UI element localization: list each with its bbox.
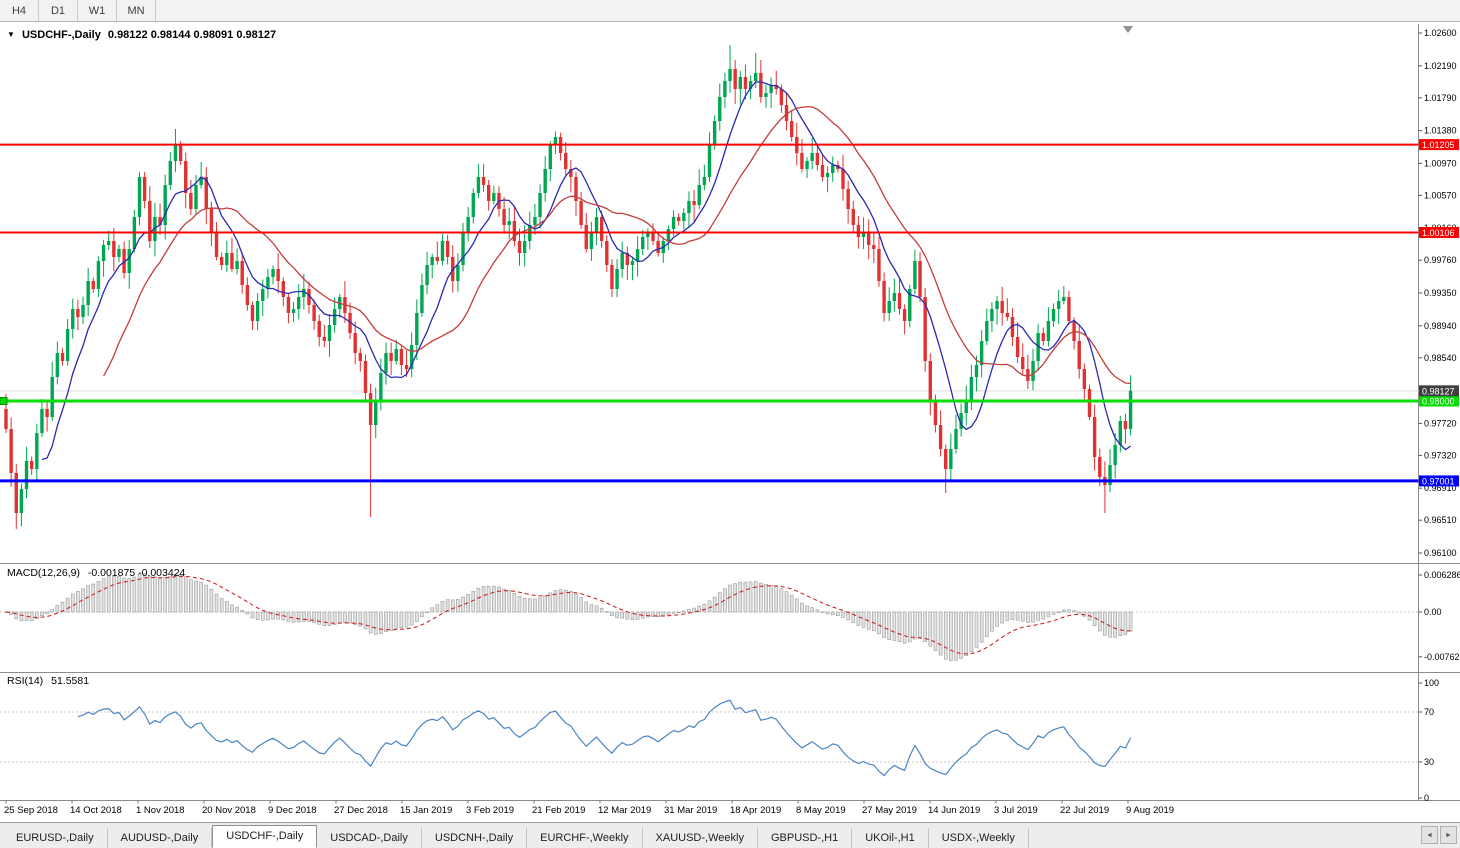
timeframe-h4-button[interactable]: H4 (0, 0, 39, 21)
tab-eurchf-weekly[interactable]: EURCHF-,Weekly (527, 828, 643, 848)
svg-text:1.00570: 1.00570 (1424, 190, 1457, 200)
svg-text:0.99760: 0.99760 (1424, 255, 1457, 265)
svg-text:0.98000: 0.98000 (1422, 397, 1455, 407)
svg-text:-0.00762: -0.00762 (1424, 652, 1460, 662)
chart-canvas[interactable]: 1.02600 1.02190 1.01790 1.01380 1.00970 1.005… (0, 22, 1460, 822)
svg-text:70: 70 (1424, 707, 1434, 717)
svg-text:1.01205: 1.01205 (1422, 140, 1455, 150)
tab-ukoil-h1[interactable]: UKOil-,H1 (852, 828, 929, 848)
macd-values: -0.001875 -0.003424 (87, 567, 186, 579)
last-price-tag: 0.98127 (1419, 385, 1459, 397)
svg-text:31 Mar 2019: 31 Mar 2019 (664, 805, 717, 816)
tab-scroll-buttons: ◄ ► (1421, 826, 1457, 844)
svg-text:8 May 2019: 8 May 2019 (796, 805, 846, 816)
horizontal-line-0.97001[interactable]: 0.97001 (0, 475, 1459, 487)
svg-text:14 Jun 2019: 14 Jun 2019 (928, 805, 980, 816)
svg-text:21 Feb 2019: 21 Feb 2019 (532, 805, 585, 816)
svg-text:1.02600: 1.02600 (1424, 28, 1457, 38)
macd-panel (0, 573, 1419, 662)
tab-gbpusd-h1[interactable]: GBPUSD-,H1 (758, 828, 853, 848)
svg-text:27 May 2019: 27 May 2019 (862, 805, 917, 816)
timeframe-w1-button[interactable]: W1 (78, 0, 117, 21)
panel-frame (0, 24, 1460, 801)
svg-text:9 Dec 2018: 9 Dec 2018 (268, 805, 317, 816)
svg-text:22 Jul 2019: 22 Jul 2019 (1060, 805, 1109, 816)
horizontal-line-1.01205[interactable]: 1.01205 (0, 139, 1459, 151)
svg-text:0.006286: 0.006286 (1424, 570, 1460, 580)
timeframe-d1-button[interactable]: D1 (39, 0, 78, 21)
macd-axis: 0.006286 0.00 -0.00762 (1418, 570, 1460, 662)
svg-text:14 Oct 2018: 14 Oct 2018 (70, 805, 122, 816)
svg-text:0.97720: 0.97720 (1424, 418, 1457, 428)
svg-text:0.96510: 0.96510 (1424, 515, 1457, 525)
ma-slow-line (103, 105, 1131, 385)
horizontal-line-0.98000[interactable]: 0.98000 (0, 395, 1459, 407)
svg-text:0.97320: 0.97320 (1424, 450, 1457, 460)
svg-text:1.00106: 1.00106 (1422, 228, 1455, 238)
tab-audusd-daily[interactable]: AUDUSD-,Daily (108, 828, 213, 848)
svg-text:20 Nov 2018: 20 Nov 2018 (202, 805, 256, 816)
macd-name: MACD(12,26,9) (7, 567, 80, 579)
svg-text:1 Nov 2018: 1 Nov 2018 (136, 805, 185, 816)
date-axis: 25 Sep 2018 14 Oct 2018 1 Nov 2018 20 Nov 2… (4, 800, 1174, 816)
svg-text:27 Dec 2018: 27 Dec 2018 (334, 805, 388, 816)
tab-usdx-weekly[interactable]: USDX-,Weekly (929, 828, 1029, 848)
rsi-panel (0, 699, 1419, 777)
svg-text:0.96910: 0.96910 (1424, 483, 1457, 493)
tab-usdcnh-daily[interactable]: USDCNH-,Daily (422, 828, 528, 848)
macd-indicator-label: MACD(12,26,9) -0.001875 -0.003424 (7, 567, 190, 579)
svg-text:25 Sep 2018: 25 Sep 2018 (4, 805, 58, 816)
svg-text:100: 100 (1424, 678, 1439, 688)
ma-fast-line (41, 81, 1131, 461)
svg-text:0.98540: 0.98540 (1424, 353, 1457, 363)
chart-tab-bar: EURUSD-,Daily AUDUSD-,Daily USDCHF-,Daily U… (0, 822, 1460, 848)
chart-symbol-period: USDCHF-,Daily (21, 29, 101, 41)
svg-text:1.01790: 1.01790 (1424, 93, 1457, 103)
chart-ohlc-values: 0.98122 0.98144 0.98091 0.98127 (107, 29, 277, 41)
tab-scroll-left-button[interactable]: ◄ (1421, 826, 1438, 844)
tab-eurusd-daily[interactable]: EURUSD-,Daily (3, 828, 108, 848)
svg-text:15 Jan 2019: 15 Jan 2019 (400, 805, 452, 816)
svg-text:18 Apr 2019: 18 Apr 2019 (730, 805, 781, 816)
svg-text:3 Feb 2019: 3 Feb 2019 (466, 805, 514, 816)
svg-text:1.01380: 1.01380 (1424, 126, 1457, 136)
svg-text:12 Mar 2019: 12 Mar 2019 (598, 805, 651, 816)
svg-text:0: 0 (1424, 793, 1429, 803)
svg-text:0.99350: 0.99350 (1424, 288, 1457, 298)
svg-text:3 Jul 2019: 3 Jul 2019 (994, 805, 1038, 816)
timeframe-mn-button[interactable]: MN (117, 0, 156, 21)
svg-text:1.00970: 1.00970 (1424, 158, 1457, 168)
svg-text:0.98127: 0.98127 (1422, 386, 1455, 396)
svg-text:0.97001: 0.97001 (1422, 476, 1455, 486)
rsi-name: RSI(14) (7, 675, 44, 687)
chart-shift-marker[interactable] (1123, 26, 1133, 33)
svg-text:1.02190: 1.02190 (1424, 61, 1457, 71)
chart-menu-icon[interactable]: ▼ (7, 30, 15, 39)
svg-text:30: 30 (1424, 757, 1434, 767)
timeframe-toolbar: H4 D1 W1 MN (0, 0, 1460, 22)
rsi-axis: 100 70 30 0 (1418, 678, 1439, 803)
rsi-indicator-label: RSI(14) 51.5581 (7, 675, 94, 687)
tab-xauusd-weekly[interactable]: XAUUSD-,Weekly (643, 828, 758, 848)
svg-text:0.96100: 0.96100 (1424, 548, 1457, 558)
svg-text:0.00: 0.00 (1424, 607, 1442, 617)
candlestick-series[interactable] (4, 45, 1133, 529)
rsi-value: 51.5581 (51, 675, 90, 687)
horizontal-line-1.00106[interactable]: 1.00106 (0, 227, 1459, 239)
tab-scroll-right-button[interactable]: ► (1440, 826, 1457, 844)
tab-usdchf-daily[interactable]: USDCHF-,Daily (212, 825, 318, 848)
chart-title: ▼ USDCHF-,Daily 0.98122 0.98144 0.98091 … (7, 29, 280, 41)
tab-usdcad-daily[interactable]: USDCAD-,Daily (317, 828, 422, 848)
svg-text:9 Aug 2019: 9 Aug 2019 (1126, 805, 1174, 816)
svg-text:0.98940: 0.98940 (1424, 321, 1457, 331)
